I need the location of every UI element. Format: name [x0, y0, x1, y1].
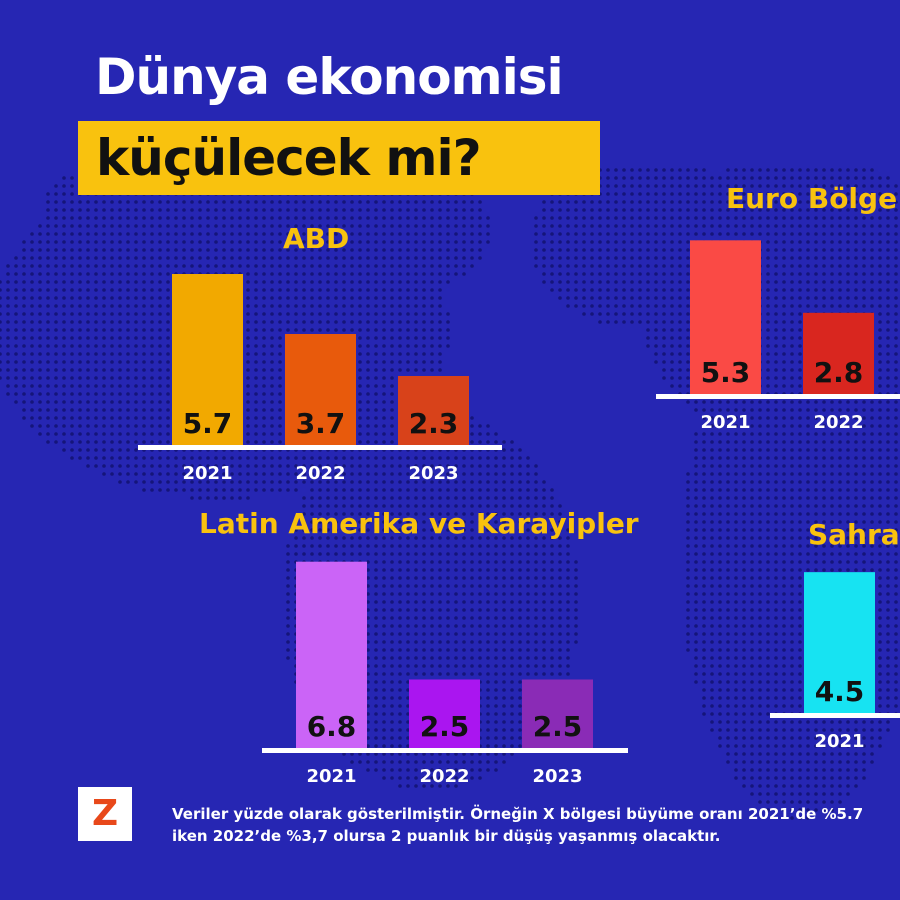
bar-2023	[522, 679, 593, 748]
brand-logo: Z	[78, 787, 132, 841]
bar-2023	[398, 376, 469, 445]
bar-2021	[804, 572, 875, 713]
x-tick-label: 2021	[814, 731, 864, 752]
x-tick-label: 2022	[419, 766, 469, 787]
page-title-line1: Dünya ekonomisi	[95, 48, 564, 106]
baseline	[138, 445, 502, 450]
data-label: 5.3	[701, 356, 751, 389]
x-tick-label: 2022	[813, 412, 863, 433]
x-tick-label: 2021	[182, 463, 232, 484]
data-label: 5.7	[183, 407, 233, 440]
data-label: 2.5	[420, 710, 470, 743]
baseline	[770, 713, 900, 718]
chart-title-latin: Latin Amerika ve Karayipler	[199, 507, 639, 540]
x-tick-label: 2021	[306, 766, 356, 787]
bar-2021	[172, 274, 243, 445]
bar-2022	[285, 334, 356, 445]
bar-2022	[409, 679, 480, 748]
x-tick-label: 2021	[700, 412, 750, 433]
page-title-line2: küçülecek mi?	[78, 121, 600, 195]
data-label: 3.7	[296, 407, 346, 440]
x-tick-label: 2023	[408, 463, 458, 484]
bar-2021	[296, 561, 367, 748]
baseline	[262, 748, 628, 753]
x-tick-label: 2023	[532, 766, 582, 787]
chart-title-euro: Euro Bölge	[726, 182, 898, 215]
baseline	[656, 394, 900, 399]
data-label: 6.8	[307, 710, 357, 743]
data-label: 2.8	[814, 356, 864, 389]
chart-title-sahra: Sahra	[808, 518, 900, 551]
data-label: 4.5	[815, 675, 865, 708]
bar-2021	[690, 240, 761, 394]
data-label: 2.3	[409, 407, 459, 440]
chart-title-abd: ABD	[283, 222, 350, 255]
data-label: 2.5	[533, 710, 583, 743]
x-tick-label: 2022	[295, 463, 345, 484]
footnote: Veriler yüzde olarak gösterilmiştir. Örn…	[172, 805, 864, 845]
bar-2022	[803, 312, 874, 394]
